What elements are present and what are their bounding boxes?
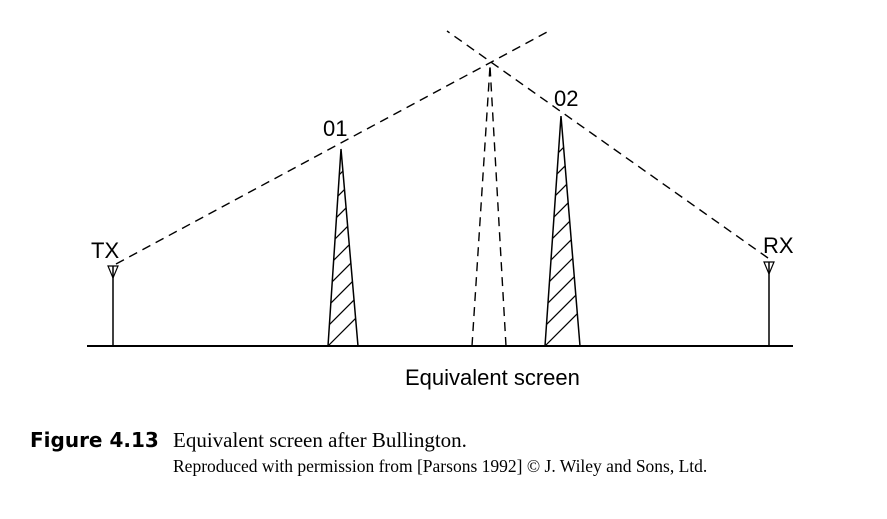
equivalent-screen: [471, 65, 507, 347]
obstacle-1: [327, 148, 359, 347]
bullington-diagram: TX RX 01 02 Equivalent screen: [87, 30, 794, 390]
obstacle-2-label: 02: [554, 86, 578, 111]
obstacle-2: [544, 115, 581, 347]
tx-antenna-icon: [107, 265, 119, 346]
tx-ray: [115, 30, 550, 265]
figure-credit: Reproduced with permission from [Parsons…: [173, 456, 708, 476]
rx-ray: [446, 30, 769, 259]
rx-label: RX: [763, 233, 794, 258]
caption-heading: Figure 4.13 Equivalent screen after Bull…: [30, 428, 880, 453]
figure-number: Figure 4.13: [30, 428, 159, 452]
tx-label: TX: [91, 238, 119, 263]
figure-caption: Figure 4.13 Equivalent screen after Bull…: [30, 428, 880, 477]
rx-antenna-icon: [763, 261, 775, 346]
ray-lines: [115, 30, 769, 265]
obstacle-1-label: 01: [323, 116, 347, 141]
figure-title: Equivalent screen after Bullington.: [173, 428, 467, 452]
equivalent-screen-label: Equivalent screen: [405, 365, 580, 390]
